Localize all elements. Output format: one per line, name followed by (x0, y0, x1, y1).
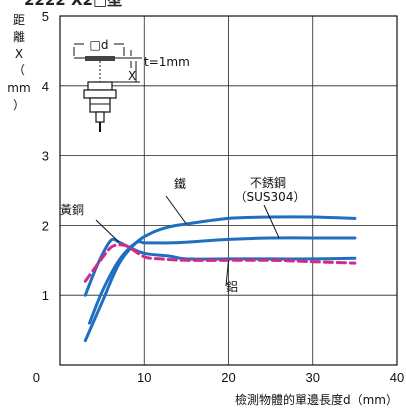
x-tick-label: 30 (306, 370, 320, 385)
y-tick-label: 0 (33, 370, 40, 385)
y-axis-label: 距離X （ mm ） (7, 13, 30, 112)
annotations: 鐵 不銹鋼（SUS304） 黃銅鋁 (60, 176, 305, 294)
series-line-1 (88, 236, 357, 325)
series-line-2 (83, 237, 357, 297)
annotation-leader (225, 260, 229, 287)
y-tick-label: 1 (42, 288, 49, 303)
inset-d-label: □d (90, 38, 109, 52)
annotation-label: 黃銅 (60, 203, 84, 217)
annotation-leader (165, 195, 187, 225)
annotation-leader (263, 204, 280, 239)
series-line-0 (83, 215, 357, 343)
grid (59, 15, 398, 366)
series-group (83, 215, 357, 343)
series-line-3 (83, 243, 357, 283)
y-tick-label: 3 (42, 149, 49, 164)
y-axis-label-char: 距 (13, 13, 25, 27)
y-axis-label-char: 離 (13, 30, 25, 44)
annotation-label: 鐵 (174, 176, 186, 191)
tick-labels: 10 20 30 40 1 2 3 4 5 0 (33, 9, 404, 385)
x-tick-label: 40 (390, 370, 404, 385)
x-tick-label: 10 (137, 370, 151, 385)
y-tick-label: 2 (42, 218, 49, 233)
chart-title: 2222 X2□型 (0, 0, 200, 9)
y-axis-label-char: ） (13, 98, 25, 112)
y-axis-label-char: mm (7, 81, 30, 95)
y-tick-label: 4 (42, 79, 49, 94)
inset-x-label: X (128, 69, 136, 83)
chart-title-text: 2222 X2□型 (24, 0, 122, 9)
annotation-label: 不銹鋼 (250, 176, 286, 190)
annotation-label: 鋁 (226, 280, 238, 294)
inset-diagram: □d t=1mm X (73, 38, 190, 132)
plot-frame (59, 15, 398, 366)
annotation-sublabel: （SUS304） (235, 190, 306, 204)
y-axis-label-char: X (15, 47, 23, 61)
x-axis-label: 檢測物體的單邊長度d（mm） (235, 392, 398, 407)
inset-t-label: t=1mm (144, 55, 190, 69)
x-tick-label: 20 (221, 370, 235, 385)
y-axis-label-char: （ (13, 63, 25, 77)
y-tick-label: 5 (42, 9, 49, 24)
inset-target-plate (85, 56, 115, 61)
annotation-leader (95, 219, 120, 243)
